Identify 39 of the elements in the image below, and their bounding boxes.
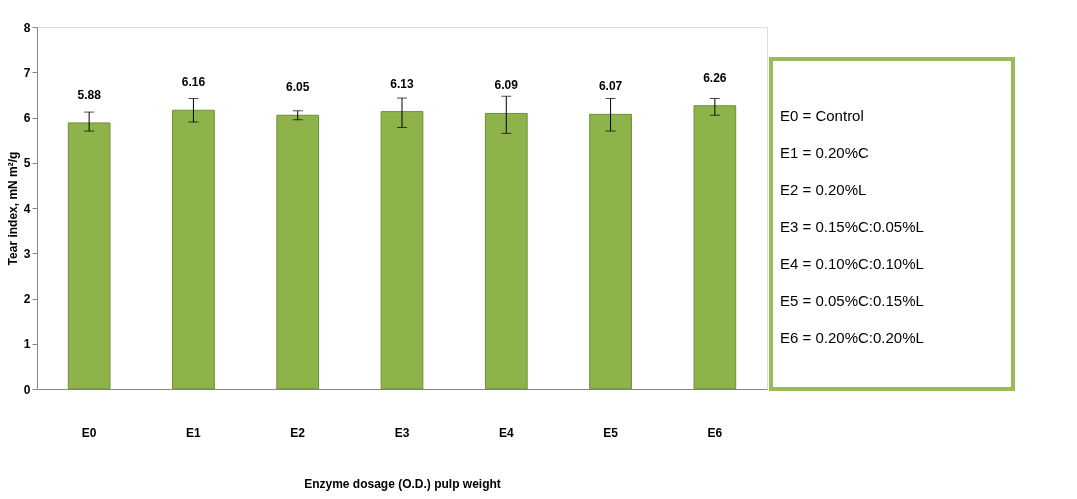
bar bbox=[693, 105, 737, 390]
x-tick-label: E1 bbox=[186, 425, 202, 440]
data-label: 6.26 bbox=[703, 70, 727, 85]
text: E2 = 0.20%L bbox=[780, 180, 867, 198]
x-tick-label: E6 bbox=[707, 425, 723, 440]
y-tick-label: 5 bbox=[23, 156, 31, 171]
y-tick-label: 0 bbox=[23, 382, 31, 397]
bar bbox=[589, 113, 632, 390]
y-tick-label: 1 bbox=[23, 337, 31, 352]
x-tick-label: E2 bbox=[290, 425, 306, 440]
bar bbox=[380, 111, 424, 390]
x-tick-label: E4 bbox=[498, 425, 514, 440]
data-label: 6.07 bbox=[598, 79, 623, 94]
y-tick-label: 3 bbox=[23, 246, 31, 261]
y-tick-label: 2 bbox=[23, 292, 31, 306]
y-tick-label: 4 bbox=[23, 201, 31, 216]
x-tick-label: E5 bbox=[603, 425, 619, 440]
data-label: 6.16 bbox=[181, 75, 206, 90]
bar bbox=[484, 112, 528, 390]
x-tick-label: E3 bbox=[394, 425, 410, 440]
bar bbox=[67, 122, 111, 390]
data-label: 6.05 bbox=[286, 80, 310, 95]
text: E1 = 0.20%C bbox=[780, 143, 869, 161]
text: E3 = 0.15%C:0.05%L bbox=[780, 218, 924, 235]
x-axis-title: Enzyme dosage (O.D.) pulp weight bbox=[304, 476, 501, 491]
bar bbox=[276, 114, 320, 390]
data-label: 5.88 bbox=[77, 87, 102, 102]
y-tick-label: 8 bbox=[23, 20, 31, 35]
bar bbox=[172, 109, 215, 390]
data-label: 6.13 bbox=[390, 76, 414, 91]
text: E5 = 0.05%C:0.15%L bbox=[780, 292, 924, 310]
y-axis-title: Tear index, mN m²/g bbox=[5, 151, 20, 266]
y-tick-label: 6 bbox=[23, 111, 31, 125]
text: E4 = 0.10%C:0.10%L bbox=[780, 255, 924, 273]
data-label: 6.09 bbox=[494, 78, 519, 93]
text: E0 = Control bbox=[780, 106, 864, 124]
text: E6 = 0.20%C:0.20%L bbox=[780, 329, 924, 347]
y-tick-label: 7 bbox=[23, 65, 31, 80]
x-tick-label: E0 bbox=[81, 425, 97, 440]
